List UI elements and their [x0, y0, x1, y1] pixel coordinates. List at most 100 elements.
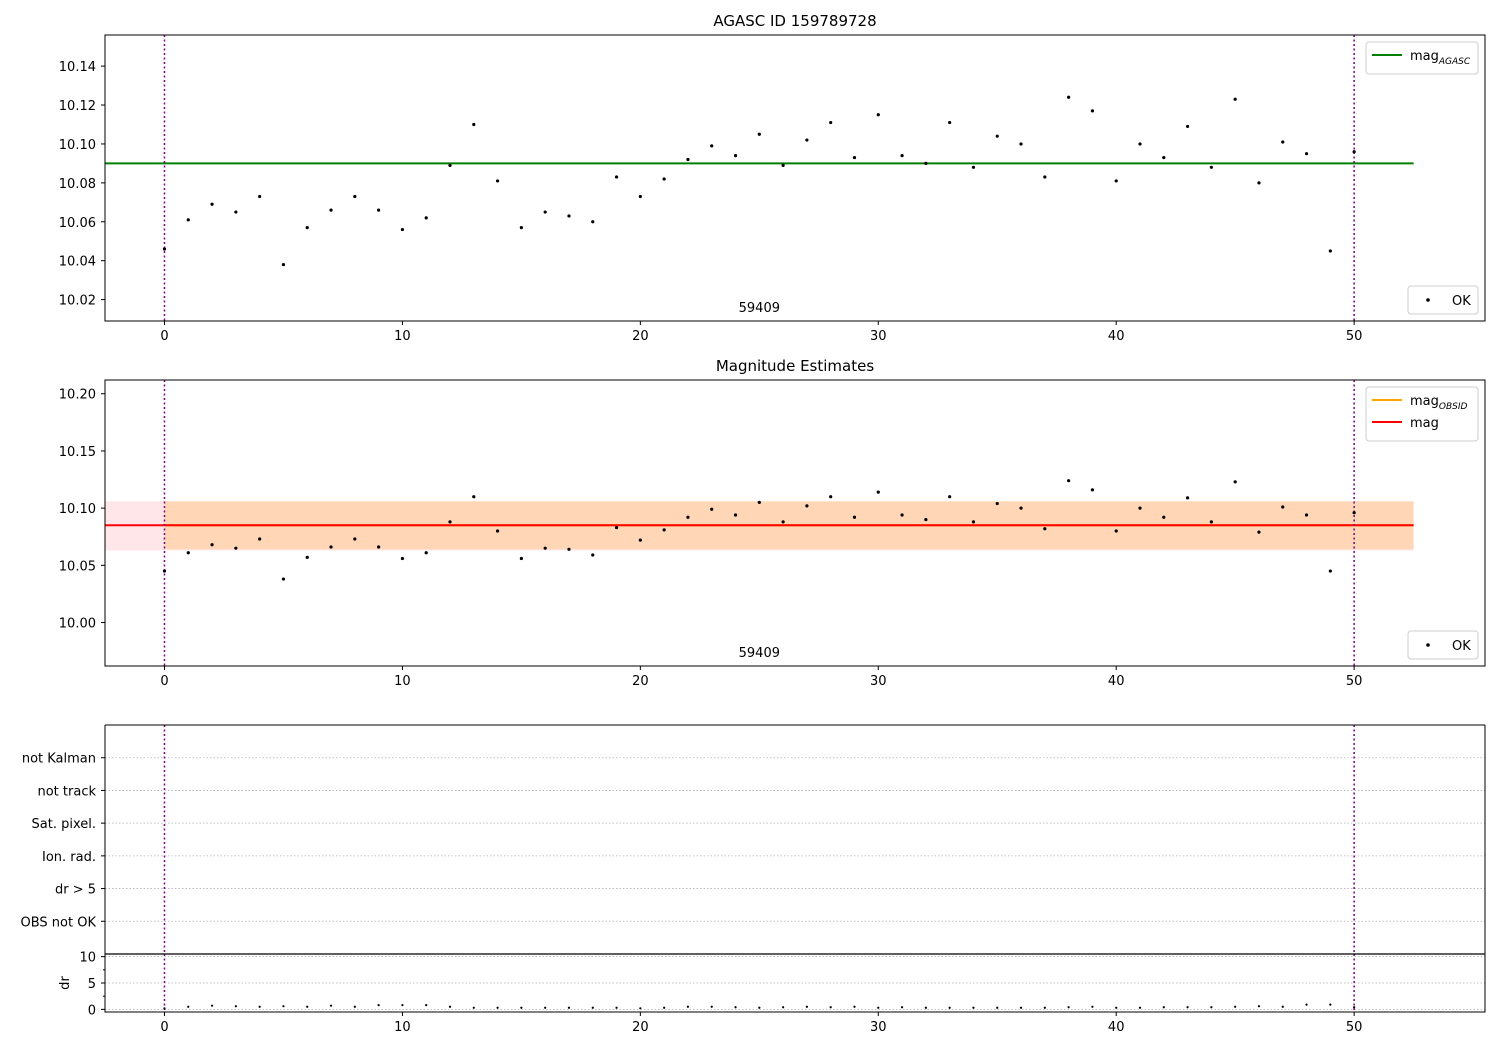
x-tick-label: 0	[160, 329, 168, 344]
x-tick-label: 30	[870, 674, 887, 689]
data-point	[1019, 142, 1023, 146]
data-point	[662, 528, 666, 532]
data-point	[1043, 527, 1047, 531]
y-tick-label: 10.05	[59, 559, 96, 574]
data-point	[733, 154, 738, 158]
y-tick-label: 10	[79, 951, 96, 966]
data-point	[805, 138, 809, 142]
data-point	[1162, 155, 1166, 160]
data-point	[281, 262, 286, 267]
legend-label: mag	[1410, 416, 1439, 431]
data-point	[519, 226, 523, 230]
data-point	[734, 1006, 737, 1009]
data-point	[282, 1005, 285, 1008]
data-point	[614, 525, 619, 530]
panel-title: AGASC ID 159789728	[713, 12, 876, 30]
data-point	[210, 1004, 214, 1007]
data-point	[353, 1005, 356, 1008]
legend-label-text: mag	[1410, 394, 1439, 409]
y-tick-label: 10.20	[59, 388, 96, 403]
data-point	[567, 214, 571, 218]
data-point	[1067, 95, 1071, 99]
flag-label: dr > 5	[55, 883, 96, 898]
data-point	[781, 163, 785, 167]
data-point	[187, 1005, 190, 1008]
data-point	[686, 1005, 690, 1008]
data-point	[971, 520, 976, 524]
data-point	[400, 227, 405, 232]
y-tick-label: 10.08	[59, 177, 96, 192]
data-point	[710, 1005, 713, 1008]
x-tick-label: 0	[160, 1020, 168, 1035]
data-point	[1209, 520, 1213, 524]
data-point	[1067, 1006, 1070, 1009]
data-point	[900, 513, 904, 517]
data-point	[329, 208, 333, 212]
data-point	[781, 520, 785, 524]
data-point	[1257, 181, 1261, 185]
agasc-panel: 0 10 20 30 40 50 10.02 10.04 10.06 10.08 10.10 10.1…	[59, 12, 1486, 344]
data-point	[448, 1005, 452, 1008]
data-point	[234, 546, 238, 550]
data-point	[1138, 506, 1142, 510]
y-tick-label: 10.14	[59, 60, 96, 75]
data-point	[1304, 513, 1309, 517]
data-point	[995, 501, 999, 506]
data-point	[1091, 1005, 1094, 1008]
data-point	[186, 551, 190, 555]
dr-panel: 0 10 20 30 40 50 0 5 10 dr	[58, 951, 1486, 1035]
data-point	[472, 1006, 475, 1009]
data-point	[519, 556, 523, 561]
data-point	[1019, 506, 1023, 510]
data-point	[496, 1006, 499, 1009]
data-point	[1233, 97, 1237, 101]
data-point	[1162, 515, 1166, 519]
data-point	[1210, 1006, 1213, 1009]
data-point	[329, 1004, 333, 1007]
data-point	[971, 165, 976, 169]
legend-label-text: mag	[1410, 416, 1439, 431]
x-tick-label: 30	[870, 1020, 887, 1035]
legend-label: magOBSID	[1410, 394, 1468, 412]
x-tick-label: 20	[632, 329, 649, 344]
data-point	[186, 218, 190, 222]
data-point	[900, 1006, 904, 1009]
data-point	[1067, 479, 1071, 483]
data-point	[1281, 140, 1285, 144]
data-point	[377, 1004, 380, 1007]
data-point	[162, 247, 167, 251]
data-point	[663, 1006, 666, 1009]
data-point	[662, 177, 666, 181]
data-point	[1043, 1006, 1046, 1009]
data-point	[948, 495, 952, 499]
legend-label: OK	[1452, 639, 1471, 654]
flag-label: Sat. pixel.	[32, 817, 96, 832]
data-point	[757, 132, 761, 136]
y-tick-label: 10.10	[59, 138, 96, 153]
data-point	[972, 1006, 975, 1009]
x-tick-label: 0	[160, 674, 168, 689]
data-point	[329, 545, 333, 549]
data-point	[638, 194, 642, 199]
data-point	[425, 1004, 428, 1007]
data-point	[710, 144, 714, 148]
data-point	[615, 1006, 618, 1009]
data-point	[258, 194, 262, 199]
x-tick-label: 40	[1108, 1020, 1125, 1035]
time-annotation: 59409	[739, 646, 780, 661]
data-point	[900, 154, 904, 158]
data-point	[1138, 1006, 1142, 1009]
data-point	[591, 220, 595, 224]
x-tick-label: 30	[870, 329, 887, 344]
data-point	[543, 546, 547, 550]
data-point	[686, 157, 690, 162]
data-point	[400, 556, 405, 561]
data-point	[472, 122, 476, 127]
flag-label: not track	[37, 784, 96, 799]
data-point	[281, 577, 286, 581]
data-point	[686, 515, 690, 519]
data-point	[591, 553, 595, 557]
data-point	[1305, 1003, 1308, 1006]
data-point	[924, 517, 928, 522]
